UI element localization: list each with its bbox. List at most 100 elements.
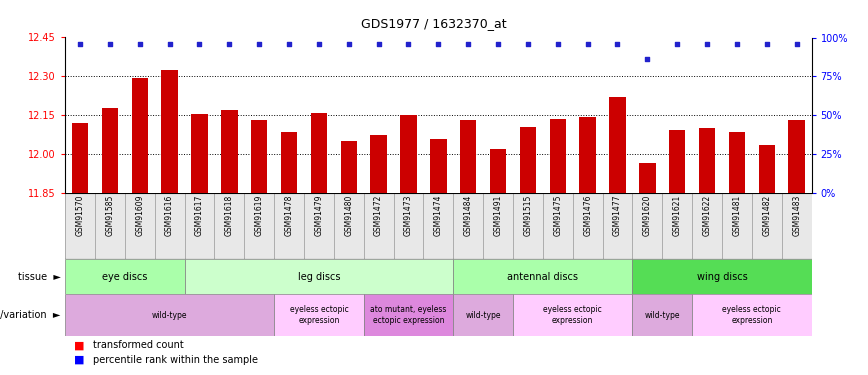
- Text: GSM91477: GSM91477: [613, 194, 622, 236]
- Text: wild-type: wild-type: [465, 310, 501, 320]
- Text: ato mutant, eyeless
ectopic expression: ato mutant, eyeless ectopic expression: [371, 305, 447, 325]
- Text: GSM91570: GSM91570: [76, 194, 84, 236]
- Bar: [431, 139, 446, 193]
- Bar: [699, 128, 715, 193]
- Text: percentile rank within the sample: percentile rank within the sample: [93, 354, 258, 364]
- Bar: [251, 120, 267, 193]
- Bar: [400, 115, 417, 193]
- Text: GSM91478: GSM91478: [285, 194, 293, 236]
- Text: GSM91616: GSM91616: [165, 194, 174, 236]
- Point: [372, 41, 385, 47]
- Text: ■: ■: [74, 340, 84, 350]
- Text: GSM91585: GSM91585: [105, 194, 115, 236]
- Bar: [340, 141, 357, 193]
- Text: antennal discs: antennal discs: [508, 272, 578, 282]
- Bar: [364, 294, 453, 336]
- Text: transformed count: transformed count: [93, 340, 184, 350]
- Text: GSM91484: GSM91484: [464, 194, 473, 236]
- Bar: [65, 294, 274, 336]
- Bar: [281, 132, 297, 193]
- Text: GSM91474: GSM91474: [434, 194, 443, 236]
- Text: GSM91491: GSM91491: [494, 194, 503, 236]
- Point: [253, 41, 266, 47]
- Point: [641, 56, 654, 62]
- Point: [73, 41, 87, 47]
- Text: GSM91475: GSM91475: [553, 194, 562, 236]
- Point: [670, 41, 684, 47]
- Text: GSM91479: GSM91479: [314, 194, 324, 236]
- Text: GSM91472: GSM91472: [374, 194, 383, 236]
- Bar: [520, 127, 536, 193]
- Bar: [669, 130, 686, 193]
- Bar: [65, 259, 185, 294]
- Text: wild-type: wild-type: [152, 310, 187, 320]
- Bar: [311, 113, 327, 193]
- Bar: [549, 119, 566, 193]
- Point: [730, 41, 744, 47]
- Point: [402, 41, 416, 47]
- Bar: [609, 97, 626, 193]
- Point: [133, 41, 147, 47]
- Point: [790, 41, 804, 47]
- Text: GSM91609: GSM91609: [135, 194, 144, 236]
- Bar: [633, 259, 812, 294]
- Text: eyeless ectopic
expression: eyeless ectopic expression: [543, 305, 602, 325]
- Text: genotype/variation  ►: genotype/variation ►: [0, 310, 61, 320]
- Point: [342, 41, 356, 47]
- Point: [312, 41, 326, 47]
- Text: GDS1977 / 1632370_at: GDS1977 / 1632370_at: [361, 17, 507, 30]
- Point: [610, 41, 624, 47]
- Text: GSM91620: GSM91620: [643, 194, 652, 236]
- Text: GSM91618: GSM91618: [225, 194, 233, 236]
- Point: [103, 41, 117, 47]
- Bar: [490, 149, 506, 193]
- Text: GSM91617: GSM91617: [195, 194, 204, 236]
- Text: GSM91481: GSM91481: [733, 194, 741, 236]
- Text: GSM91515: GSM91515: [523, 194, 532, 236]
- Text: eyeless ectopic
expression: eyeless ectopic expression: [722, 305, 781, 325]
- Point: [461, 41, 475, 47]
- Bar: [185, 259, 453, 294]
- Bar: [692, 294, 812, 336]
- Text: GSM91480: GSM91480: [345, 194, 353, 236]
- Bar: [759, 145, 775, 193]
- Bar: [161, 70, 178, 193]
- Bar: [729, 132, 745, 193]
- Bar: [453, 294, 513, 336]
- Point: [551, 41, 565, 47]
- Text: GSM91621: GSM91621: [673, 194, 681, 236]
- Bar: [453, 259, 633, 294]
- Point: [222, 41, 236, 47]
- Bar: [513, 294, 633, 336]
- Point: [760, 41, 773, 47]
- Bar: [371, 135, 387, 193]
- Bar: [102, 108, 118, 193]
- Bar: [580, 117, 595, 193]
- Bar: [221, 110, 238, 193]
- Text: GSM91482: GSM91482: [762, 194, 772, 236]
- Point: [193, 41, 207, 47]
- Text: ■: ■: [74, 354, 84, 364]
- Bar: [132, 78, 148, 193]
- Text: GSM91476: GSM91476: [583, 194, 592, 236]
- Point: [521, 41, 535, 47]
- Text: GSM91473: GSM91473: [404, 194, 413, 236]
- Point: [162, 41, 176, 47]
- Text: tissue  ►: tissue ►: [18, 272, 61, 282]
- Text: wild-type: wild-type: [645, 310, 680, 320]
- Point: [282, 41, 296, 47]
- Text: GSM91622: GSM91622: [702, 194, 712, 236]
- Bar: [72, 123, 89, 193]
- Point: [491, 41, 505, 47]
- Bar: [274, 294, 364, 336]
- Bar: [191, 114, 207, 193]
- Bar: [460, 120, 477, 193]
- Text: eye discs: eye discs: [102, 272, 148, 282]
- Bar: [633, 294, 692, 336]
- Point: [581, 41, 595, 47]
- Bar: [639, 163, 655, 193]
- Point: [431, 41, 445, 47]
- Point: [700, 41, 714, 47]
- Text: wing discs: wing discs: [697, 272, 747, 282]
- Text: GSM91619: GSM91619: [254, 194, 264, 236]
